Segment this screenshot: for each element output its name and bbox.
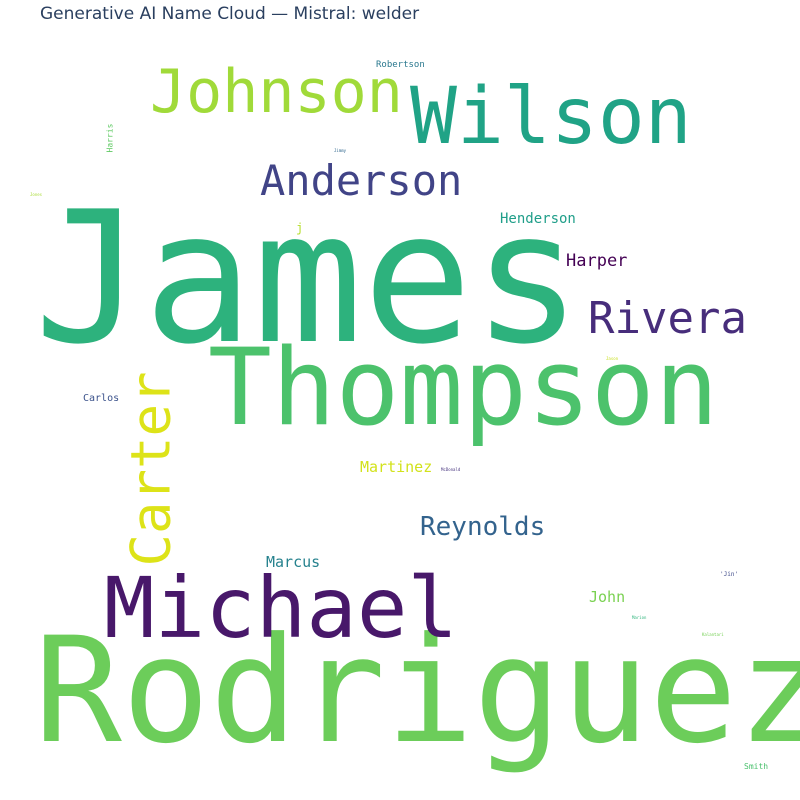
word-rivera: Rivera (588, 293, 747, 344)
word-james: James (34, 172, 582, 384)
word-mcdonald: McDonald (441, 467, 461, 472)
word-thompson: Thompson (208, 326, 719, 449)
word-reynolds: Reynolds (420, 512, 546, 542)
word-jimmy: Jimmy (334, 148, 347, 153)
word-michael: Michael (104, 559, 459, 657)
word-jason: Jason (606, 356, 619, 361)
word-rodriguez: Rodriguez (34, 606, 800, 776)
chart-title: Generative AI Name Cloud — Mistral: weld… (40, 4, 420, 24)
word-jones: Jones (30, 192, 43, 197)
word-henderson: Henderson (500, 211, 576, 227)
word-john: John (589, 588, 626, 606)
word-kalantari: Kalantari (702, 632, 724, 637)
word-martinez: Martinez (360, 458, 433, 476)
word-marcus: Marcus (266, 553, 321, 571)
word-carlos: Carlos (83, 393, 120, 404)
word-wilson: Wilson (410, 72, 692, 162)
word-johnson: Johnson (150, 57, 403, 127)
word-marion: Marion (632, 615, 647, 620)
word-smith: Smith (744, 762, 769, 771)
word-carter: Carter (119, 371, 183, 567)
word-j: j (296, 221, 304, 235)
word-robertson: Robertson (376, 60, 425, 70)
word-harper: Harper (566, 251, 628, 271)
word-jin: 'Jin' (720, 571, 739, 578)
word-anderson: Anderson (260, 156, 463, 205)
word-harris: Harris (105, 123, 115, 153)
